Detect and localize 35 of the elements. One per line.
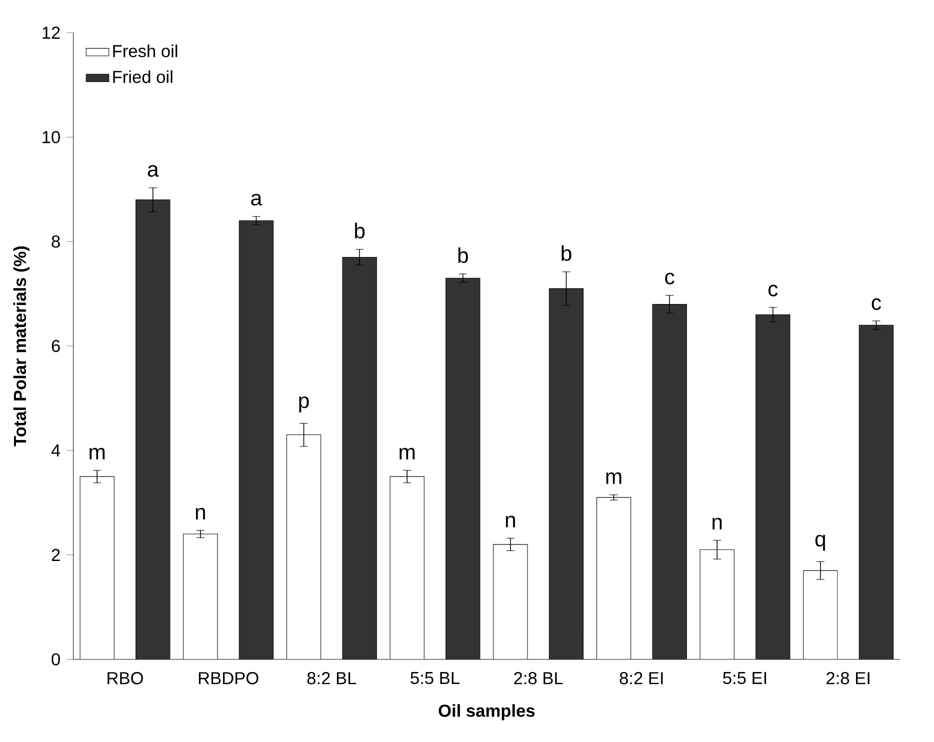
x-tick-label: 2:8 EI [826, 672, 870, 684]
y-tick-label: 8 [52, 235, 60, 248]
data-label: m [90, 448, 105, 460]
y-tick-label: 4 [51, 444, 60, 456]
data-label: c [665, 272, 674, 284]
x-tick-label: 2:8 BL [514, 672, 563, 684]
data-label: n [196, 508, 205, 520]
data-label: p [299, 396, 309, 412]
data-label: n [712, 518, 722, 530]
data-label: m [400, 448, 415, 460]
data-label: a [251, 194, 262, 206]
y-tick-label: 12 [42, 26, 60, 39]
data-label: n [506, 516, 515, 528]
data-label: c [768, 284, 778, 296]
x-axis-title: Oil samples [438, 704, 535, 720]
x-tick-label: RBDPO [198, 672, 258, 684]
y-axis-title: Total Polar materials (%) [13, 246, 30, 446]
data-label: c [872, 298, 882, 310]
data-label: q [815, 534, 826, 551]
x-tick-label: RBO [108, 672, 143, 684]
data-label: m [606, 472, 622, 484]
y-tick-label: 6 [52, 340, 60, 352]
data-label: a [148, 165, 159, 177]
y-tick-label: 10 [42, 130, 60, 144]
data-label: b [355, 222, 365, 238]
x-tick-label: 8:2 BL [307, 672, 356, 684]
data-label: b [458, 247, 468, 263]
legend-label: Fresh oil [113, 44, 178, 58]
x-tick-label: 5:5 BL [410, 672, 460, 684]
y-tick-label: 0 [52, 653, 60, 666]
legend-label: Fried oil [113, 70, 172, 84]
y-tick-label: 2 [52, 548, 60, 561]
x-tick-label: 5:5 EI [723, 672, 766, 684]
data-label: b [562, 245, 572, 261]
x-tick-label: 8:2 EI [620, 672, 663, 684]
